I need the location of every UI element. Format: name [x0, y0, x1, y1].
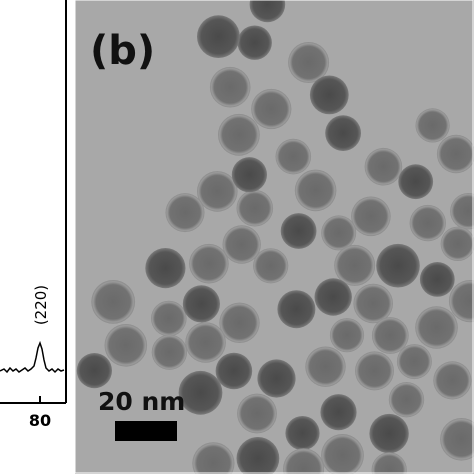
nanoparticle — [277, 290, 316, 329]
nanoparticle — [419, 262, 455, 297]
nanoparticle — [436, 134, 474, 174]
nanoparticle — [288, 42, 330, 83]
nanoparticle — [440, 226, 474, 261]
nanoparticle — [398, 164, 434, 200]
nanoparticle — [275, 138, 312, 175]
nanoparticle — [236, 189, 274, 227]
nanoparticle — [209, 66, 251, 108]
nanoparticle — [415, 306, 458, 349]
nanoparticle — [219, 302, 260, 343]
nanoparticle — [309, 75, 349, 115]
nanoparticle — [257, 359, 296, 398]
nanoparticle — [145, 248, 186, 289]
nanoparticle — [369, 413, 409, 454]
nanoparticle — [321, 215, 357, 251]
nanoparticle — [353, 283, 394, 324]
nanoparticle — [371, 452, 407, 474]
nanoparticle — [237, 393, 277, 434]
nanoparticle — [305, 346, 346, 387]
nanoparticle — [280, 213, 317, 249]
nanoparticle — [396, 344, 432, 380]
nanoparticle — [415, 108, 450, 143]
nanoparticle — [182, 285, 220, 323]
nanoparticle — [151, 334, 188, 370]
nanoparticle — [433, 361, 472, 400]
nanoparticle — [215, 352, 253, 390]
nanoparticle — [320, 394, 357, 431]
nanoparticle — [165, 193, 205, 233]
nanoparticle — [364, 147, 403, 186]
xrd-panel: (220) 80 — [0, 0, 67, 430]
nanoparticle — [151, 300, 187, 337]
nanoparticle — [178, 370, 223, 415]
nanoparticle — [440, 418, 474, 461]
nanoparticle — [409, 204, 446, 242]
nanoparticle — [251, 88, 292, 130]
nanoparticle — [283, 448, 325, 474]
nanoparticle — [355, 351, 394, 391]
nanoparticle — [197, 171, 238, 212]
nanoparticle — [222, 225, 261, 264]
x-tick-label: 80 — [29, 411, 51, 430]
nanoparticle — [231, 157, 267, 193]
nanoparticle — [76, 353, 112, 389]
nanoparticle — [253, 248, 289, 284]
nanoparticle — [325, 115, 361, 151]
nanoparticle — [104, 324, 148, 367]
nanoparticle — [388, 382, 425, 418]
xrd-trace — [0, 340, 65, 374]
nanoparticle — [91, 280, 136, 324]
nanoparticle — [294, 169, 337, 212]
panel-label: (b) — [90, 28, 155, 74]
nanoparticle — [351, 196, 391, 237]
nanoparticle — [321, 434, 364, 474]
nanoparticle — [371, 317, 409, 354]
nanoparticle — [376, 243, 420, 288]
nanoparticle — [218, 113, 260, 156]
nanoparticle — [450, 193, 474, 230]
nanoparticle — [285, 416, 320, 451]
peak-label: (220) — [32, 285, 50, 325]
nanoparticle — [329, 318, 365, 353]
nanoparticle — [192, 442, 235, 474]
tem-panel: (b) 20 nm — [75, 0, 474, 474]
nanoparticle — [185, 322, 226, 363]
scale-bar-label: 20 nm — [98, 387, 185, 416]
nanoparticle — [314, 278, 352, 316]
nanoparticle — [249, 0, 286, 23]
nanoparticle — [334, 244, 376, 286]
nanoparticle — [189, 243, 229, 284]
scale-bar — [115, 421, 177, 441]
nanoparticle — [448, 280, 474, 323]
nanoparticle — [237, 25, 272, 60]
tem-border — [74, 0, 474, 474]
nanoparticles — [76, 0, 474, 474]
nanoparticle — [236, 437, 280, 474]
nanoparticle — [197, 15, 240, 59]
